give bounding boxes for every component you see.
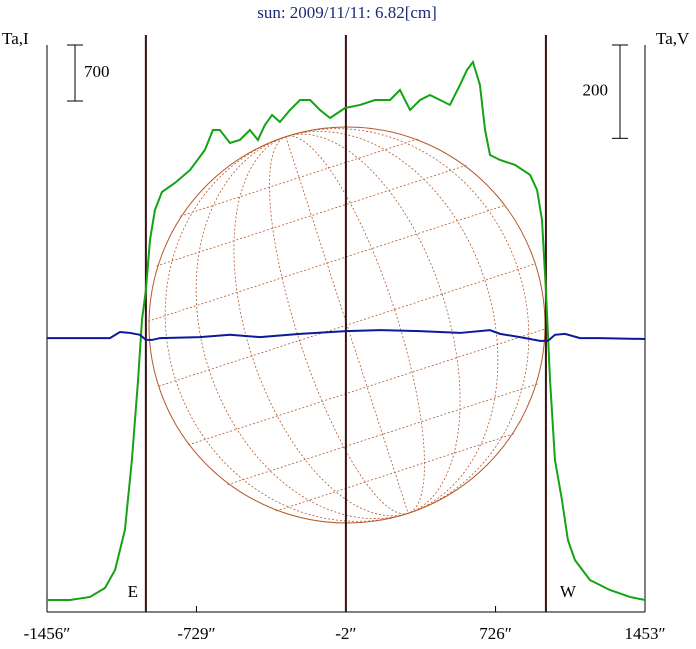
limb-label: E (128, 582, 138, 601)
series-line (47, 329, 646, 342)
limb-label: W (560, 582, 577, 601)
x-tick-label: -2″ (335, 624, 356, 643)
scale-bar-label: 200 (583, 81, 609, 100)
x-tick-label: 726″ (479, 624, 512, 643)
y-axis-label: Ta,I (2, 29, 29, 48)
y2-axis-label: Ta,V (656, 29, 690, 48)
x-tick-label: 1453″ (624, 624, 665, 643)
sun-disk (147, 126, 547, 524)
x-tick-label: -729″ (177, 624, 215, 643)
series-line (47, 59, 646, 601)
x-tick-label: -1456″ (24, 624, 71, 643)
chart-title: sun: 2009/11/11: 6.82[cm] (257, 3, 437, 22)
scale-bar-label: 700 (84, 62, 110, 81)
